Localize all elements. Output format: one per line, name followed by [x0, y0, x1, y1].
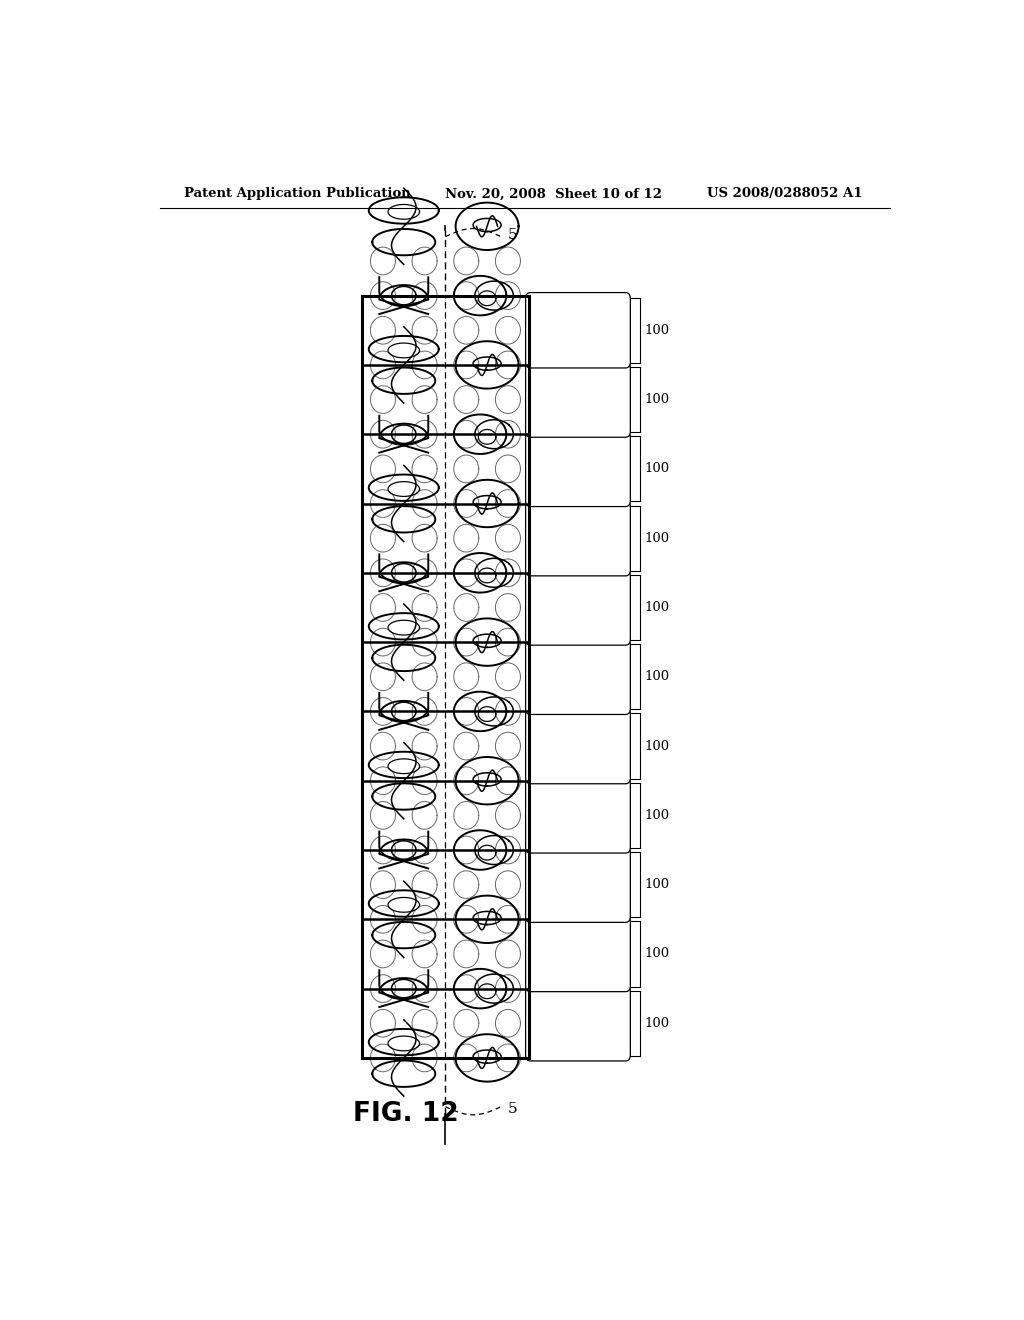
Text: 100: 100 [645, 323, 670, 337]
FancyBboxPatch shape [525, 916, 631, 991]
FancyBboxPatch shape [525, 847, 631, 923]
Text: 100: 100 [645, 878, 670, 891]
FancyBboxPatch shape [525, 709, 631, 784]
FancyBboxPatch shape [525, 986, 631, 1061]
Text: 100: 100 [645, 532, 670, 545]
Text: 100: 100 [645, 948, 670, 961]
Text: 100: 100 [645, 393, 670, 407]
Text: Patent Application Publication: Patent Application Publication [183, 187, 411, 201]
Text: 100: 100 [645, 671, 670, 684]
FancyBboxPatch shape [525, 777, 631, 853]
Text: 100: 100 [645, 739, 670, 752]
Text: 100: 100 [645, 601, 670, 614]
Bar [362, 296, 528, 1057]
FancyBboxPatch shape [525, 570, 631, 645]
Text: 100: 100 [645, 809, 670, 822]
FancyBboxPatch shape [525, 500, 631, 576]
Text: 5: 5 [507, 227, 517, 242]
Text: US 2008/0288052 A1: US 2008/0288052 A1 [708, 187, 863, 201]
FancyBboxPatch shape [525, 432, 631, 507]
Bar [362, 296, 528, 1057]
Text: 5: 5 [507, 1102, 517, 1115]
FancyBboxPatch shape [525, 362, 631, 437]
Text: FIG. 12: FIG. 12 [353, 1101, 459, 1127]
FancyBboxPatch shape [525, 293, 631, 368]
FancyBboxPatch shape [525, 639, 631, 714]
Text: 100: 100 [645, 462, 670, 475]
Text: Nov. 20, 2008  Sheet 10 of 12: Nov. 20, 2008 Sheet 10 of 12 [445, 187, 663, 201]
Text: 100: 100 [645, 1016, 670, 1030]
